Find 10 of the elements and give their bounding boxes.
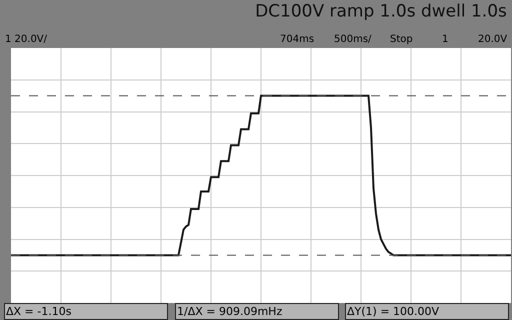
text: ΔX = -1.10s [6,305,72,318]
text: 1 20.0V/ [5,34,48,45]
text: 1/ΔX = 909.09mHz [177,305,282,318]
text: 1 [442,34,448,45]
text: ΔY(1) = 100.00V [347,305,440,318]
text: 704ms [280,34,314,45]
text: 500ms/ [334,34,372,45]
text: Stop [390,34,413,45]
chart-title: DC100V ramp 1.0s dwell 1.0s [255,2,508,22]
text: 20.0V [478,34,508,45]
